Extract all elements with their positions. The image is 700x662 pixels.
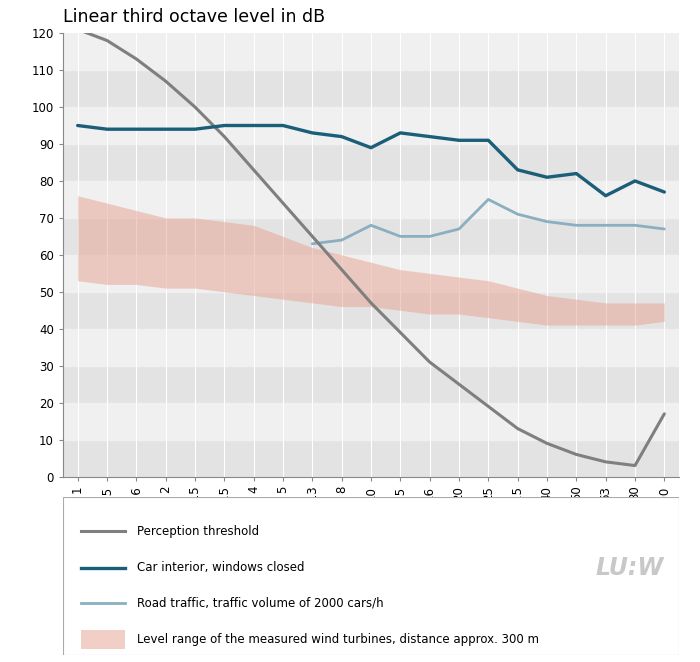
Text: Perception threshold: Perception threshold [137,525,259,538]
FancyBboxPatch shape [63,496,679,655]
Bar [63,0,679,33]
Text: Car interior, windows closed: Car interior, windows closed [137,561,304,575]
Text: Linear third octave level in dB: Linear third octave level in dB [63,8,325,26]
Bar [63,440,679,477]
Bar [63,70,679,107]
Text: Road traffic, traffic volume of 2000 cars/h: Road traffic, traffic volume of 2000 car… [137,596,384,610]
FancyBboxPatch shape [81,630,125,649]
Bar [63,292,679,329]
Text: LU:W: LU:W [596,556,664,580]
Bar [63,255,679,292]
Bar [63,144,679,181]
Bar [63,218,679,255]
Bar [63,181,679,218]
Text: Level range of the measured wind turbines, distance approx. 300 m: Level range of the measured wind turbine… [137,633,539,646]
Bar [63,329,679,365]
Bar [63,107,679,144]
Bar [63,402,679,440]
Bar [63,33,679,70]
Bar [63,365,679,402]
X-axis label: Frequency in Hz: Frequency in Hz [316,520,426,534]
